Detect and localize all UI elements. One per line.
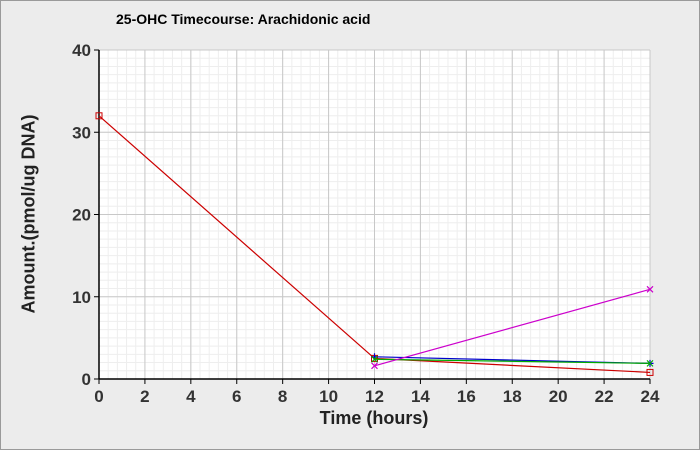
data-point [371,355,378,363]
x-tick-label: 4 [186,387,196,406]
x-tick-label: 24 [641,387,660,406]
x-axis-ticks: 0 2 4 6 8 10 12 14 16 18 20 22 24 [94,379,660,406]
data-point [646,285,654,293]
y-axis-label: Amount.(pmol/ug DNA) [18,114,39,314]
x-tick-label: 20 [549,387,568,406]
x-tick-label: 0 [94,387,103,406]
chart-title: 25-OHC Timecourse: Arachidonic acid [116,11,371,27]
x-tick-label: 18 [503,387,522,406]
y-axis-ticks: 0 10 20 30 40 [72,41,99,389]
x-tick-label: 16 [457,387,476,406]
x-tick-label: 22 [595,387,614,406]
data-point [646,359,654,367]
y-tick-label: 30 [72,123,91,142]
data-point [95,112,103,120]
series-line [374,288,651,367]
series-line [374,358,651,364]
x-axis-label: Time (hours) [319,408,429,428]
x-tick-label: 8 [278,387,287,406]
y-tick-label: 20 [72,206,91,225]
series-3 [371,355,654,367]
x-tick-label: 10 [319,387,338,406]
x-tick-label: 12 [365,387,384,406]
x-tick-label: 6 [232,387,241,406]
series-layer [95,112,654,376]
y-tick-label: 40 [72,41,91,60]
y-tick-label: 0 [82,370,91,389]
y-tick-label: 10 [72,288,91,307]
series-4 [371,285,654,370]
data-point [646,368,654,376]
x-tick-label: 2 [140,387,149,406]
x-tick-label: 14 [411,387,430,406]
data-point [371,362,378,370]
